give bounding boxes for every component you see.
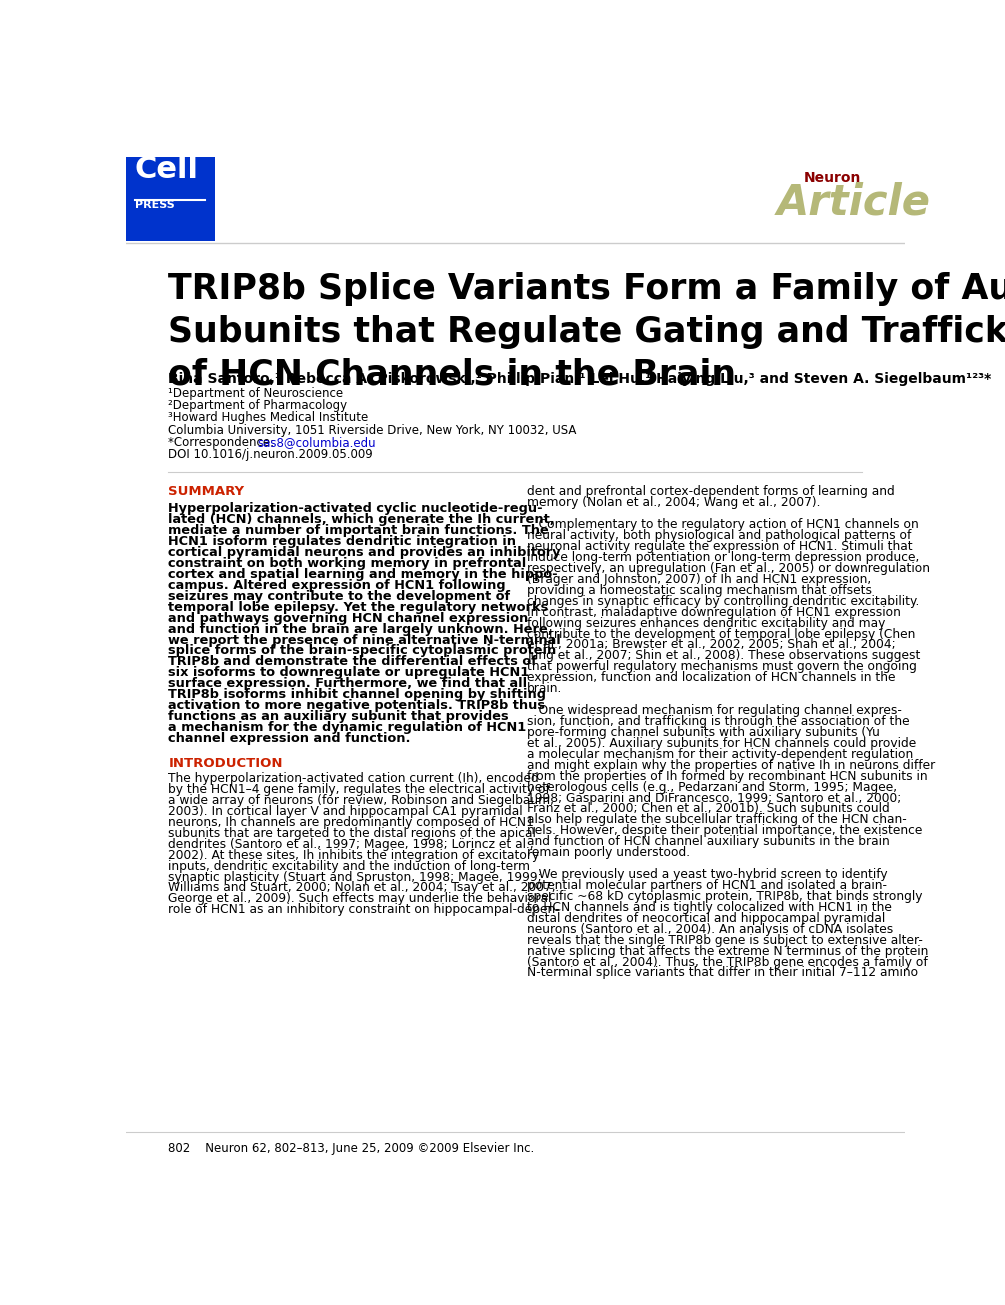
Text: neurons (Santoro et al., 2004). An analysis of cDNA isolates: neurons (Santoro et al., 2004). An analy…: [527, 923, 893, 936]
Text: Article: Article: [777, 181, 931, 223]
Text: also help regulate the subcellular trafficking of the HCN chan-: also help regulate the subcellular traff…: [527, 813, 907, 826]
Text: sion, function, and trafficking is through the association of the: sion, function, and trafficking is throu…: [527, 715, 910, 728]
Text: (Brager and Johnston, 2007) of Ih and HCN1 expression,: (Brager and Johnston, 2007) of Ih and HC…: [527, 573, 871, 586]
Text: Complementary to the regulatory action of HCN1 channels on: Complementary to the regulatory action o…: [527, 518, 919, 531]
Text: Neuron: Neuron: [804, 171, 861, 185]
Text: heterologous cells (e.g., Pedarzani and Storm, 1995; Magee,: heterologous cells (e.g., Pedarzani and …: [527, 780, 897, 793]
Text: neuronal activity regulate the expression of HCN1. Stimuli that: neuronal activity regulate the expressio…: [527, 540, 913, 553]
Text: One widespread mechanism for regulating channel expres-: One widespread mechanism for regulating …: [527, 705, 901, 716]
Text: ²Department of Pharmacology: ²Department of Pharmacology: [168, 399, 348, 412]
Text: providing a homeostatic scaling mechanism that offsets: providing a homeostatic scaling mechanis…: [527, 583, 872, 596]
Text: respectively, an upregulation (Fan et al., 2005) or downregulation: respectively, an upregulation (Fan et al…: [527, 562, 930, 576]
Text: reveals that the single TRIP8b gene is subject to extensive alter-: reveals that the single TRIP8b gene is s…: [527, 933, 923, 946]
Text: synaptic plasticity (Stuart and Spruston, 1998; Magee, 1999;: synaptic plasticity (Stuart and Spruston…: [168, 870, 542, 883]
Text: N-terminal splice variants that differ in their initial 7–112 amino: N-terminal splice variants that differ i…: [527, 967, 919, 980]
Text: changes in synaptic efficacy by controlling dendritic excitability.: changes in synaptic efficacy by controll…: [527, 595, 920, 608]
Text: induce long-term potentiation or long-term depression produce,: induce long-term potentiation or long-te…: [527, 551, 920, 564]
Text: TRIP8b Splice Variants Form a Family of Auxiliary
Subunits that Regulate Gating : TRIP8b Splice Variants Form a Family of …: [168, 273, 1005, 392]
Text: and pathways governing HCN channel expression: and pathways governing HCN channel expre…: [168, 612, 529, 625]
Text: DOI 10.1016/j.neuron.2009.05.009: DOI 10.1016/j.neuron.2009.05.009: [168, 449, 373, 462]
Text: cortical pyramidal neurons and provides an inhibitory: cortical pyramidal neurons and provides …: [168, 545, 561, 559]
Text: and might explain why the properties of native Ih in neurons differ: and might explain why the properties of …: [527, 758, 936, 771]
Text: ³Howard Hughes Medical Institute: ³Howard Hughes Medical Institute: [168, 411, 369, 424]
Text: The hyperpolarization-activated cation current (Ih), encoded: The hyperpolarization-activated cation c…: [168, 773, 539, 786]
Text: potential molecular partners of HCN1 and isolated a brain-: potential molecular partners of HCN1 and…: [527, 880, 887, 893]
Text: subunits that are targeted to the distal regions of the apical: subunits that are targeted to the distal…: [168, 827, 536, 840]
Text: native splicing that affects the extreme N terminus of the protein: native splicing that affects the extreme…: [527, 945, 929, 958]
Text: six isoforms to downregulate or upregulate HCN1: six isoforms to downregulate or upregula…: [168, 667, 530, 680]
Text: In contrast, maladaptive downregulation of HCN1 expression: In contrast, maladaptive downregulation …: [527, 606, 900, 619]
Text: brain.: brain.: [527, 683, 563, 696]
Text: nels. However, despite their potential importance, the existence: nels. However, despite their potential i…: [527, 825, 923, 838]
Text: Columbia University, 1051 Riverside Drive, New York, NY 10032, USA: Columbia University, 1051 Riverside Driv…: [168, 424, 577, 437]
Text: remain poorly understood.: remain poorly understood.: [527, 846, 690, 859]
Text: George et al., 2009). Such effects may underlie the behavioral: George et al., 2009). Such effects may u…: [168, 893, 552, 906]
Text: following seizures enhances dendritic excitability and may: following seizures enhances dendritic ex…: [527, 616, 885, 629]
Text: contribute to the development of temporal lobe epilepsy (Chen: contribute to the development of tempora…: [527, 628, 916, 641]
Text: *Correspondence:: *Correspondence:: [168, 436, 278, 449]
Text: TRIP8b and demonstrate the differential effects of: TRIP8b and demonstrate the differential …: [168, 655, 537, 668]
Text: memory (Nolan et al., 2004; Wang et al., 2007).: memory (Nolan et al., 2004; Wang et al.,…: [527, 496, 820, 509]
Text: Hyperpolarization-activated cyclic nucleotide-regu-: Hyperpolarization-activated cyclic nucle…: [168, 502, 543, 515]
Text: neurons, Ih channels are predominantly composed of HCN1: neurons, Ih channels are predominantly c…: [168, 816, 534, 829]
Text: by the HCN1–4 gene family, regulates the electrical activity of: by the HCN1–4 gene family, regulates the…: [168, 783, 550, 796]
Text: HCN1 isoform regulates dendritic integration in: HCN1 isoform regulates dendritic integra…: [168, 535, 517, 548]
Text: specific ~68 kD cytoplasmic protein, TRIP8b, that binds strongly: specific ~68 kD cytoplasmic protein, TRI…: [527, 890, 923, 903]
Text: inputs, dendritic excitability and the induction of long-term: inputs, dendritic excitability and the i…: [168, 860, 531, 873]
Text: et al., 2001a; Brewster et al., 2002, 2005; Shah et al., 2004;: et al., 2001a; Brewster et al., 2002, 20…: [527, 638, 895, 651]
Text: pore-forming channel subunits with auxiliary subunits (Yu: pore-forming channel subunits with auxil…: [527, 726, 880, 739]
Text: and function of HCN channel auxiliary subunits in the brain: and function of HCN channel auxiliary su…: [527, 835, 889, 848]
Text: lated (HCN) channels, which generate the Ih current,: lated (HCN) channels, which generate the…: [168, 513, 555, 526]
Text: dendrites (Santoro et al., 1997; Magee, 1998; Lörincz et al.,: dendrites (Santoro et al., 1997; Magee, …: [168, 838, 534, 851]
Text: cortex and spatial learning and memory in the hippo-: cortex and spatial learning and memory i…: [168, 568, 558, 581]
Text: activation to more negative potentials. TRIP8b thus: activation to more negative potentials. …: [168, 699, 546, 713]
Text: we report the presence of nine alternative N-terminal: we report the presence of nine alternati…: [168, 633, 561, 646]
Text: TRIP8b isoforms inhibit channel opening by shifting: TRIP8b isoforms inhibit channel opening …: [168, 688, 547, 701]
Text: INTRODUCTION: INTRODUCTION: [168, 757, 282, 770]
Text: PRESS: PRESS: [135, 201, 175, 210]
Text: Bina Santoro,¹ Rebecca A. Piskorowski,¹ Phillip Pian,¹ Lei Hu,¹ Haiying Liu,³ an: Bina Santoro,¹ Rebecca A. Piskorowski,¹ …: [168, 372, 992, 386]
Text: Cell: Cell: [135, 154, 199, 184]
Text: SUMMARY: SUMMARY: [168, 485, 244, 499]
Text: from the properties of Ih formed by recombinant HCN subunits in: from the properties of Ih formed by reco…: [527, 770, 928, 783]
Text: expression, function and localization of HCN channels in the: expression, function and localization of…: [527, 671, 895, 684]
Text: Williams and Stuart, 2000; Nolan et al., 2004; Tsay et al., 2007;: Williams and Stuart, 2000; Nolan et al.,…: [168, 881, 556, 894]
Text: a molecular mechanism for their activity-dependent regulation: a molecular mechanism for their activity…: [527, 748, 914, 761]
Text: seizures may contribute to the development of: seizures may contribute to the developme…: [168, 590, 511, 603]
Text: splice forms of the brain-specific cytoplasmic protein: splice forms of the brain-specific cytop…: [168, 645, 557, 658]
Text: functions as an auxiliary subunit that provides: functions as an auxiliary subunit that p…: [168, 710, 509, 723]
Text: 802    Neuron 62, 802–813, June 25, 2009 ©2009 Elsevier Inc.: 802 Neuron 62, 802–813, June 25, 2009 ©2…: [168, 1142, 535, 1155]
Text: Jung et al., 2007; Shin et al., 2008). These observations suggest: Jung et al., 2007; Shin et al., 2008). T…: [527, 650, 921, 663]
Text: (Santoro et al., 2004). Thus, the TRIP8b gene encodes a family of: (Santoro et al., 2004). Thus, the TRIP8b…: [527, 955, 928, 968]
Text: temporal lobe epilepsy. Yet the regulatory networks: temporal lobe epilepsy. Yet the regulato…: [168, 600, 549, 613]
Text: Franz et al., 2000; Chen et al., 2001b). Such subunits could: Franz et al., 2000; Chen et al., 2001b).…: [527, 803, 889, 816]
Text: and function in the brain are largely unknown. Here,: and function in the brain are largely un…: [168, 622, 553, 636]
Text: We previously used a yeast two-hybrid screen to identify: We previously used a yeast two-hybrid sc…: [527, 868, 887, 881]
Text: dent and prefrontal cortex-dependent forms of learning and: dent and prefrontal cortex-dependent for…: [527, 485, 894, 499]
Text: role of HCN1 as an inhibitory constraint on hippocampal-depen-: role of HCN1 as an inhibitory constraint…: [168, 903, 560, 916]
Text: neural activity, both physiological and pathological patterns of: neural activity, both physiological and …: [527, 529, 912, 542]
Text: 1998; Gasparini and DiFrancesco, 1999; Santoro et al., 2000;: 1998; Gasparini and DiFrancesco, 1999; S…: [527, 792, 901, 805]
Text: distal dendrites of neocortical and hippocampal pyramidal: distal dendrites of neocortical and hipp…: [527, 912, 885, 925]
Text: campus. Altered expression of HCN1 following: campus. Altered expression of HCN1 follo…: [168, 579, 506, 592]
Text: constraint on both working memory in prefrontal: constraint on both working memory in pre…: [168, 557, 527, 570]
Text: that powerful regulatory mechanisms must govern the ongoing: that powerful regulatory mechanisms must…: [527, 660, 917, 673]
Text: to HCN channels and is tightly colocalized with HCN1 in the: to HCN channels and is tightly colocaliz…: [527, 900, 892, 914]
Text: sas8@columbia.edu: sas8@columbia.edu: [257, 436, 376, 449]
Text: 2003). In cortical layer V and hippocampal CA1 pyramidal: 2003). In cortical layer V and hippocamp…: [168, 805, 523, 818]
Text: et al., 2005). Auxiliary subunits for HCN channels could provide: et al., 2005). Auxiliary subunits for HC…: [527, 737, 917, 750]
Text: 2002). At these sites, Ih inhibits the integration of excitatory: 2002). At these sites, Ih inhibits the i…: [168, 848, 540, 861]
Text: a wide array of neurons (for review, Robinson and Siegelbaum,: a wide array of neurons (for review, Rob…: [168, 793, 554, 806]
Text: mediate a number of important brain functions. The: mediate a number of important brain func…: [168, 525, 549, 538]
Text: ¹Department of Neuroscience: ¹Department of Neuroscience: [168, 386, 344, 399]
FancyBboxPatch shape: [126, 157, 215, 241]
Text: a mechanism for the dynamic regulation of HCN1: a mechanism for the dynamic regulation o…: [168, 720, 527, 733]
Text: surface expression. Furthermore, we find that all: surface expression. Furthermore, we find…: [168, 677, 528, 690]
Text: channel expression and function.: channel expression and function.: [168, 732, 411, 745]
